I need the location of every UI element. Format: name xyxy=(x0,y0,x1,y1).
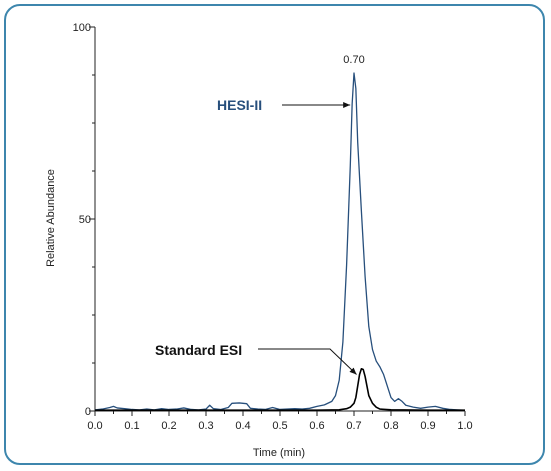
y-tick-label: 100 xyxy=(73,22,91,34)
x-tick-label: 0.6 xyxy=(309,420,324,432)
x-tick-label: 0.2 xyxy=(161,420,176,432)
x-tick-label: 0.8 xyxy=(383,420,398,432)
x-tick-label: 0.5 xyxy=(272,420,287,432)
y-axis-ticks: 0 50 100 xyxy=(73,22,95,418)
y-tick-label: 50 xyxy=(79,214,91,226)
x-tick-label: 0.3 xyxy=(198,420,213,432)
x-tick-label: 0.4 xyxy=(235,420,250,432)
peak-label: 0.70 xyxy=(343,54,364,66)
series-line-standard-esi xyxy=(95,367,465,412)
standard-esi-annotation-arrow xyxy=(258,348,357,375)
x-tick-label: 0.1 xyxy=(124,420,139,432)
y-axis-title: Relative Abundance xyxy=(45,169,57,267)
series-line-hesi-ii xyxy=(94,72,466,411)
annotations-layer: 0.70 HESI-II Standard ESI xyxy=(155,54,365,375)
x-tick-label: 0.0 xyxy=(87,420,102,432)
x-tick-label: 1.0 xyxy=(457,420,472,432)
chart-frame xyxy=(4,4,545,465)
axes xyxy=(94,27,465,412)
y-tick-label: 0 xyxy=(85,406,91,418)
series-layer xyxy=(94,72,466,412)
hesi-ii-annotation-label: HESI-II xyxy=(217,97,262,113)
x-tick-label: 0.7 xyxy=(346,420,361,432)
standard-esi-annotation-label: Standard ESI xyxy=(155,342,242,358)
x-axis-title: Time (min) xyxy=(253,447,305,459)
x-tick-label: 0.9 xyxy=(420,420,435,432)
x-axis-ticks: 0.0 0.1 0.2 0.3 0.4 0.5 0.6 0.7 0.8 0.9 1.0 xyxy=(87,411,473,432)
